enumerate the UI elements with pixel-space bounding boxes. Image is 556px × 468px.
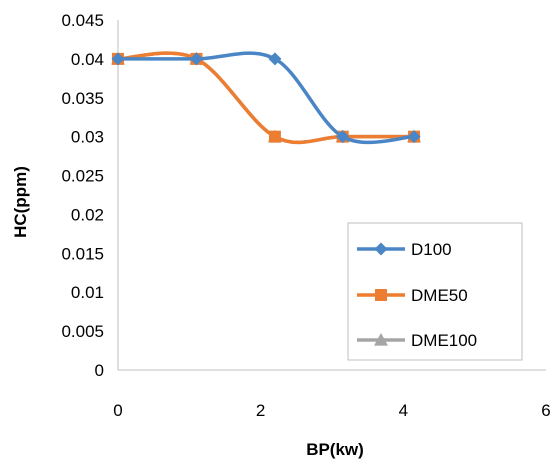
- legend-label: D100: [411, 240, 452, 259]
- y-tick-label: 0.035: [61, 89, 104, 108]
- data-point-d100: [336, 130, 350, 144]
- series-d100: [111, 51, 421, 145]
- y-axis-title: HC(ppm): [11, 166, 30, 238]
- x-tick-label: 0: [113, 401, 122, 420]
- x-axis-title: BP(kw): [306, 440, 364, 459]
- x-tick-label: 2: [256, 401, 265, 420]
- legend-marker: [374, 333, 388, 346]
- legend: D100 DME50 DME100: [347, 222, 523, 361]
- legend-item-dme100: DME100: [357, 331, 477, 350]
- data-point-d100: [111, 52, 125, 66]
- y-tick-label: 0.03: [71, 128, 104, 147]
- series-dme50: [112, 51, 421, 145]
- series-line-dme50: [117, 51, 415, 145]
- y-tick-label: 0.01: [71, 283, 104, 302]
- y-tick-label: 0.045: [61, 11, 104, 30]
- data-point-d100: [407, 130, 421, 144]
- legend-label: DME50: [411, 286, 468, 305]
- data-point-d100: [189, 52, 203, 66]
- y-tick-labels: 0 0.005 0.01 0.015 0.02 0.025 0.03 0.035 0.04 0.0…: [61, 11, 104, 380]
- y-tick-label: 0.025: [61, 167, 104, 186]
- legend-item-d100: D100: [357, 240, 452, 259]
- y-tick-label: 0.015: [61, 244, 104, 263]
- x-tick-labels: 0 2 4 6: [113, 401, 550, 420]
- series-layer: [111, 51, 422, 145]
- legend-marker: [375, 289, 387, 301]
- y-tick-label: 0: [95, 361, 104, 380]
- data-point-d100: [268, 52, 282, 66]
- y-tick-label: 0.02: [71, 205, 104, 224]
- x-tick-label: 6: [541, 401, 550, 420]
- legend-label: DME100: [411, 331, 477, 350]
- legend-marker: [374, 242, 388, 256]
- data-point-dme50: [268, 130, 281, 143]
- y-tick-label: 0.04: [71, 50, 104, 69]
- x-tick-label: 4: [399, 401, 408, 420]
- y-tick-label: 0.005: [61, 322, 104, 341]
- legend-item-dme50: DME50: [357, 286, 468, 305]
